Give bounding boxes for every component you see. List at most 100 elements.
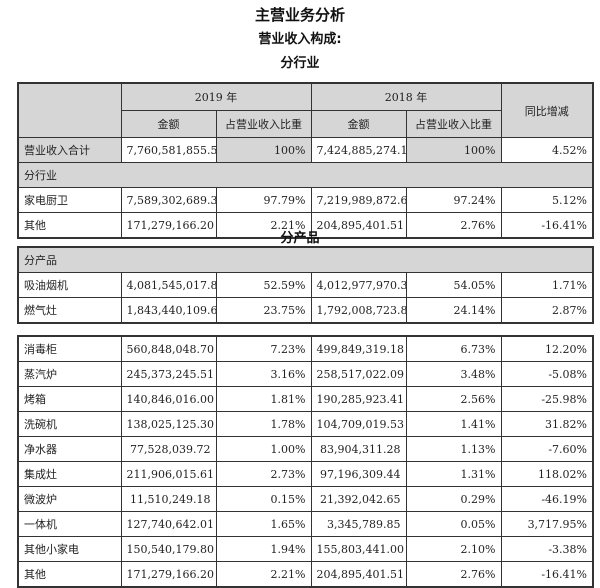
amount-2019: 560,848,048.70 bbox=[120, 335, 217, 362]
amount-2018: 204,895,401.51 bbox=[310, 561, 407, 588]
header-row: 金额 占营业收入比重 金额 占营业收入比重 bbox=[18, 110, 593, 138]
section-title: 营业收入构成: bbox=[258, 32, 342, 47]
amount-2019: 171,279,166.20 bbox=[120, 212, 217, 239]
product-table-part1: 分产品 吸油烟机 4,081,545,017.88 52.59% 4,012,977,… bbox=[17, 246, 594, 324]
yoy-change: -3.38% bbox=[500, 536, 594, 562]
share-2019: 7.23% bbox=[215, 335, 312, 362]
industry-table: 2019 年 2018 年 同比增减 金额 占营业收入比重 金额 占营业收入比重… bbox=[17, 82, 594, 239]
row-label: 洗碗机 bbox=[17, 411, 122, 437]
share-2019: 3.16% bbox=[215, 361, 312, 387]
header-2018: 2018 年 bbox=[310, 82, 502, 111]
share-2018: 54.05% bbox=[405, 272, 502, 298]
share-2019: 1.65% bbox=[215, 511, 312, 537]
share-2018: 2.56% bbox=[405, 386, 502, 412]
product-title: 分产品 bbox=[280, 231, 320, 246]
share-2019: 0.15% bbox=[215, 486, 312, 512]
yoy-change: 118.02% bbox=[500, 461, 594, 487]
amount-2018: 21,392,042.65 bbox=[310, 486, 407, 512]
amount-2019: 211,906,015.61 bbox=[120, 461, 217, 487]
share-2018: 0.29% bbox=[405, 486, 502, 512]
share-2018: 3.48% bbox=[405, 361, 502, 387]
yoy-change: -16.41% bbox=[500, 561, 594, 588]
header-share: 占营业收入比重 bbox=[405, 110, 502, 138]
amount-2019: 4,081,545,017.88 bbox=[120, 272, 217, 298]
section-row: 分产品 bbox=[17, 246, 594, 273]
yoy-change: -16.41% bbox=[500, 212, 594, 239]
amount-2019: 11,510,249.18 bbox=[120, 486, 217, 512]
row-label: 消毒柜 bbox=[17, 335, 122, 362]
amount-2019: 245,373,245.51 bbox=[120, 361, 217, 387]
row-label: 家电厨卫 bbox=[17, 187, 122, 213]
row-label: 微波炉 bbox=[17, 486, 122, 512]
row-label: 其他 bbox=[17, 561, 122, 588]
amount-2019: 127,740,642.01 bbox=[120, 511, 217, 537]
row-label: 其他小家电 bbox=[17, 536, 122, 562]
table-row: 微波炉 11,510,249.18 0.15% 21,392,042.65 0.29% -… bbox=[17, 486, 594, 512]
share-2019: 1.78% bbox=[215, 411, 312, 437]
share-2019: 23.75% bbox=[215, 297, 312, 324]
amount-2019: 171,279,166.20 bbox=[120, 561, 217, 588]
product-section-label: 分产品 bbox=[17, 246, 594, 273]
share-2018: 2.10% bbox=[405, 536, 502, 562]
table-row: 燃气灶 1,843,440,109.62 23.75% 1,792,008,723.8… bbox=[17, 297, 594, 324]
amount-2018: 7,219,989,872.63 bbox=[310, 187, 407, 213]
amount-2019: 7,589,302,689.33 bbox=[120, 187, 217, 213]
row-label: 其他 bbox=[17, 212, 122, 239]
share-2018: 1.31% bbox=[405, 461, 502, 487]
yoy-change: 3,717.95% bbox=[500, 511, 594, 537]
row-label: 蒸汽炉 bbox=[17, 361, 122, 387]
amount-2019: 138,025,125.30 bbox=[120, 411, 217, 437]
share-2019: 1.81% bbox=[215, 386, 312, 412]
table-row: 吸油烟机 4,081,545,017.88 52.59% 4,012,977,970.… bbox=[17, 272, 594, 298]
share-2018: 6.73% bbox=[405, 335, 502, 362]
header-row: 2019 年 2018 年 同比增减 bbox=[17, 82, 594, 138]
amount-2018: 97,196,309.44 bbox=[310, 461, 407, 487]
row-label: 燃气灶 bbox=[17, 297, 122, 324]
share-2018: 0.05% bbox=[405, 511, 502, 537]
table-row: 洗碗机 138,025,125.30 1.78% 104,709,019.53 1.41… bbox=[17, 411, 594, 437]
amount-2018: 104,709,019.53 bbox=[310, 411, 407, 437]
yoy-change: 1.71% bbox=[500, 272, 594, 298]
yoy-change: -7.60% bbox=[500, 436, 594, 462]
yoy-change: 12.20% bbox=[500, 335, 594, 362]
share-2019: 1.94% bbox=[215, 536, 312, 562]
amount-2018: 204,895,401.51 bbox=[310, 212, 407, 239]
share-2018: 24.14% bbox=[405, 297, 502, 324]
amount-2019: 77,528,039.72 bbox=[120, 436, 217, 462]
total-label: 营业收入合计 bbox=[17, 137, 122, 163]
table-row: 其他小家电 150,540,179.80 1.94% 155,803,441.00 2.… bbox=[17, 536, 594, 562]
amount-2019: 150,540,179.80 bbox=[120, 536, 217, 562]
share-2018: 1.41% bbox=[405, 411, 502, 437]
section-row: 分行业 bbox=[17, 162, 594, 188]
share-2019: 52.59% bbox=[215, 272, 312, 298]
amount-2019: 140,846,016.00 bbox=[120, 386, 217, 412]
share-2018: 1.13% bbox=[405, 436, 502, 462]
yoy-change: -5.08% bbox=[500, 361, 594, 387]
share-2018: 2.76% bbox=[405, 212, 502, 239]
share-2019: 1.00% bbox=[215, 436, 312, 462]
header-yoy: 同比增减 bbox=[500, 82, 594, 138]
row-label: 一体机 bbox=[17, 511, 122, 537]
row-label: 吸油烟机 bbox=[17, 272, 122, 298]
amount-2018: 1,792,008,723.86 bbox=[310, 297, 407, 324]
total-yoy: 4.52% bbox=[500, 137, 594, 163]
total-2018-share: 100% bbox=[405, 137, 502, 163]
table-row: 其他 171,279,166.20 2.21% 204,895,401.51 2.76%… bbox=[17, 561, 594, 588]
total-row: 营业收入合计 7,760,581,855.53 100% 7,424,885,2… bbox=[17, 137, 594, 163]
product-table-part2: 消毒柜 560,848,048.70 7.23% 499,849,319.18 6.73… bbox=[17, 335, 594, 588]
share-2019: 2.21% bbox=[215, 561, 312, 588]
yoy-change: -46.19% bbox=[500, 486, 594, 512]
amount-2018: 83,904,311.28 bbox=[310, 436, 407, 462]
table-row: 烤箱 140,846,016.00 1.81% 190,285,923.41 2.56%… bbox=[17, 386, 594, 412]
industry-title: 分行业 bbox=[280, 56, 320, 71]
industry-section-label: 分行业 bbox=[17, 162, 594, 188]
yoy-change: 5.12% bbox=[500, 187, 594, 213]
share-2019: 2.21% bbox=[215, 212, 312, 239]
header-share: 占营业收入比重 bbox=[215, 110, 312, 138]
amount-2019: 1,843,440,109.62 bbox=[120, 297, 217, 324]
share-2018: 2.76% bbox=[405, 561, 502, 588]
amount-2018: 3,345,789.85 bbox=[310, 511, 407, 537]
table-row: 集成灶 211,906,015.61 2.73% 97,196,309.44 1.31%… bbox=[17, 461, 594, 487]
row-label: 烤箱 bbox=[17, 386, 122, 412]
header-amount: 金额 bbox=[120, 110, 217, 138]
